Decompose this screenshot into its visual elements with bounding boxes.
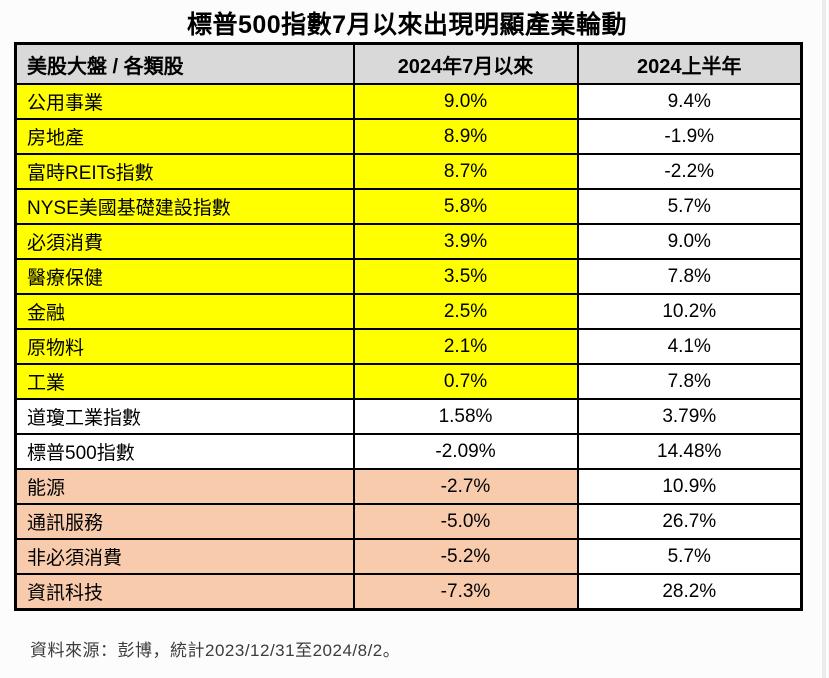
first-half-value-cell: 5.7% [576,188,803,225]
table-row: 必須消費 3.9% 9.0% [14,223,803,260]
first-half-value-cell: 5.7% [576,538,803,575]
first-half-value-cell: -2.2% [576,153,803,190]
first-half-value-cell: -1.9% [576,118,803,155]
since-july-value-cell: 8.7% [352,153,579,190]
since-july-value-cell: 1.58% [352,398,579,435]
since-july-value-cell: 9.0% [352,83,579,120]
table-row: 非必須消費 -5.2% 5.7% [14,538,803,575]
sector-name-cell: 資訊科技 [14,573,355,611]
table-row: 標普500指數 -2.09% 14.48% [14,433,803,470]
first-half-value-cell: 26.7% [576,503,803,540]
since-july-value-cell: 0.7% [352,363,579,400]
sector-name-cell: 金融 [14,293,355,330]
right-edge-line [822,0,826,678]
source-note: 資料來源：彭博，統計2023/12/31至2024/8/2。 [30,641,401,660]
table-row: 富時REITs指數 8.7% -2.2% [14,153,803,190]
since-july-value-cell: 5.8% [352,188,579,225]
since-july-value-cell: -5.2% [352,538,579,575]
table-row: 工業 0.7% 7.8% [14,363,803,400]
sector-name-cell: 原物料 [14,328,355,365]
first-half-value-cell: 7.8% [576,258,803,295]
sector-name-cell: 富時REITs指數 [14,153,355,190]
since-july-value-cell: -5.0% [352,503,579,540]
sector-name-cell: NYSE美國基礎建設指數 [14,188,355,225]
first-half-value-cell: 3.79% [576,398,803,435]
sector-name-cell: 工業 [14,363,355,400]
since-july-value-cell: -7.3% [352,573,579,611]
table-row: 金融 2.5% 10.2% [14,293,803,330]
table-row: 道瓊工業指數 1.58% 3.79% [14,398,803,435]
since-july-value-cell: -2.09% [352,433,579,470]
since-july-value-cell: 3.9% [352,223,579,260]
table-row: 資訊科技 -7.3% 28.2% [14,573,803,611]
column-header-first-half-2024: 2024上半年 [576,42,803,85]
table-row: 通訊服務 -5.0% 26.7% [14,503,803,540]
sector-name-cell: 必須消費 [14,223,355,260]
first-half-value-cell: 7.8% [576,363,803,400]
sector-name-cell: 標普500指數 [14,433,355,470]
column-header-sector: 美股大盤 / 各類股 [14,42,355,85]
first-half-value-cell: 10.2% [576,293,803,330]
first-half-value-cell: 9.4% [576,83,803,120]
first-half-value-cell: 10.9% [576,468,803,505]
sector-name-cell: 道瓊工業指數 [14,398,355,435]
table-row: 房地產 8.9% -1.9% [14,118,803,155]
table-row: 醫療保健 3.5% 7.8% [14,258,803,295]
sector-name-cell: 非必須消費 [14,538,355,575]
column-header-since-july-2024: 2024年7月以來 [352,42,579,85]
since-july-value-cell: 2.5% [352,293,579,330]
sector-name-cell: 房地產 [14,118,355,155]
table-row: 能源 -2.7% 10.9% [14,468,803,505]
since-july-value-cell: 3.5% [352,258,579,295]
since-july-value-cell: -2.7% [352,468,579,505]
table-row: 公用事業 9.0% 9.4% [14,83,803,120]
first-half-value-cell: 4.1% [576,328,803,365]
page-title: 標普500指數7月以來出現明顯產業輪動 [186,11,628,39]
first-half-value-cell: 28.2% [576,573,803,611]
table-body: 公用事業 9.0% 9.4% 房地產 8.9% -1.9% 富時REITs指數 8.7% -2.… [14,83,803,611]
sector-name-cell: 公用事業 [14,83,355,120]
table-row: 原物料 2.1% 4.1% [14,328,803,365]
sector-name-cell: 通訊服務 [14,503,355,540]
since-july-value-cell: 2.1% [352,328,579,365]
sector-name-cell: 醫療保健 [14,258,355,295]
first-half-value-cell: 9.0% [576,223,803,260]
sector-rotation-table: 美股大盤 / 各類股 2024年7月以來 2024上半年 公用事業 9.0% 9.4… [14,42,803,611]
table-row: NYSE美國基礎建設指數 5.8% 5.7% [14,188,803,225]
header-row: 美股大盤 / 各類股 2024年7月以來 2024上半年 [14,42,803,85]
sector-name-cell: 能源 [14,468,355,505]
first-half-value-cell: 14.48% [576,433,803,470]
since-july-value-cell: 8.9% [352,118,579,155]
